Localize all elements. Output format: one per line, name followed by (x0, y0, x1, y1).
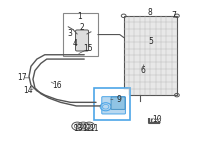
FancyBboxPatch shape (76, 30, 89, 51)
Text: 7: 7 (172, 11, 176, 20)
Text: 15: 15 (83, 45, 93, 54)
Text: 5: 5 (149, 37, 154, 46)
Circle shape (82, 125, 85, 127)
Text: 17: 17 (17, 73, 27, 82)
Text: 3: 3 (67, 29, 72, 38)
Text: 2: 2 (80, 23, 85, 32)
Text: 10: 10 (152, 115, 162, 124)
Circle shape (88, 125, 91, 127)
Text: 13: 13 (73, 124, 83, 133)
FancyBboxPatch shape (63, 13, 98, 56)
Text: 9: 9 (116, 95, 121, 104)
FancyBboxPatch shape (124, 16, 177, 95)
FancyBboxPatch shape (102, 97, 125, 114)
Text: 14: 14 (23, 86, 33, 95)
Text: 8: 8 (148, 8, 153, 17)
Text: 4: 4 (73, 39, 78, 48)
Text: 11: 11 (89, 124, 99, 133)
FancyBboxPatch shape (111, 97, 125, 109)
Text: 16: 16 (52, 81, 61, 90)
FancyBboxPatch shape (94, 88, 130, 120)
Circle shape (76, 125, 79, 127)
Text: 6: 6 (141, 66, 146, 75)
Text: 1: 1 (77, 12, 82, 21)
Text: 12: 12 (82, 124, 92, 133)
